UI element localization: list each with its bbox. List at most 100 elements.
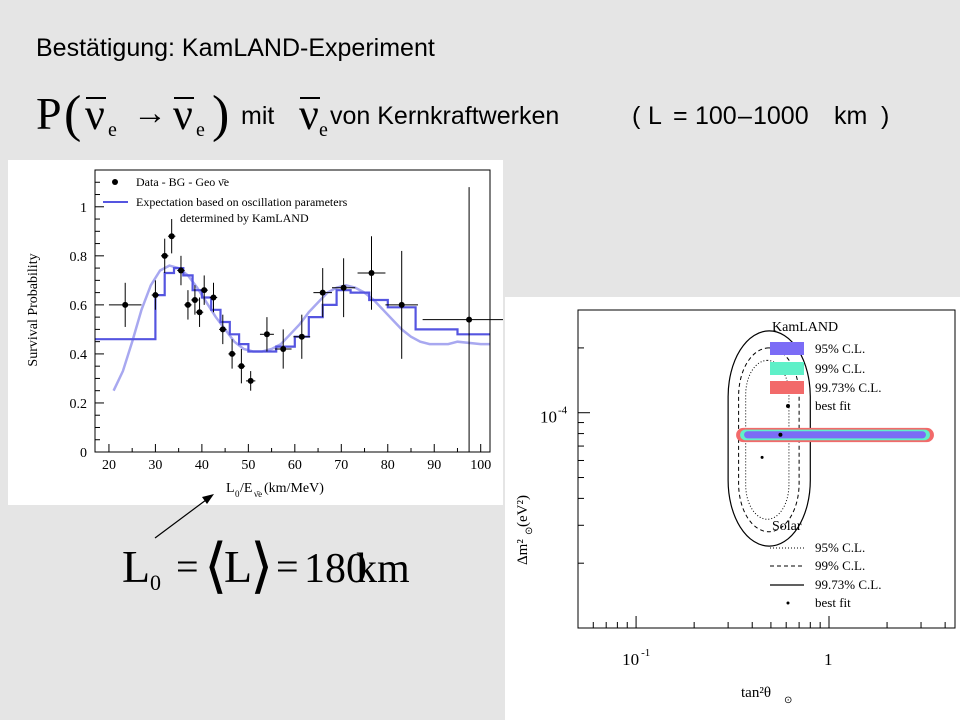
chart1-xlabel-mid: /E (240, 481, 252, 496)
chart1-xtick-label: 50 (241, 458, 255, 473)
chart1-ytick-label: 0.2 (70, 397, 88, 412)
chart1-ytick-label: 0 (80, 446, 87, 461)
formula-paren-open: ( (64, 86, 81, 143)
l0-eq2: = (276, 544, 299, 589)
chart1-data-point (167, 219, 176, 254)
chart1-point-marker (210, 294, 217, 301)
chart2-frame (577, 309, 956, 629)
chart1-data-point (195, 297, 204, 327)
chart1-ytick-label: 0.4 (70, 348, 88, 363)
chart1-data-point (191, 285, 199, 315)
chart2-legend-solar-95: 95% C.L. (815, 540, 865, 555)
chart1-point-marker (177, 267, 184, 274)
chart2-ytick-label-exp: -4 (558, 405, 568, 417)
chart1-xtick-label: 90 (427, 458, 441, 473)
chart2-legend-solar-99: 99% C.L. (815, 558, 865, 573)
l0-unit: km (356, 546, 410, 592)
formula-range-b: 1000 (753, 102, 809, 130)
chart1-data-point (274, 329, 292, 369)
chart1-point-marker (201, 287, 208, 294)
chart2-kamland-band-95 (744, 431, 926, 439)
chart1-point-marker (196, 309, 203, 316)
chart2-xtick-label: 1 (824, 650, 833, 669)
formula-unit: km (834, 102, 867, 130)
l0-langle: ⟨ (204, 533, 227, 599)
chart1-point-marker (247, 377, 254, 384)
chart2-legend-kamland-9973: 99.73% C.L. (815, 380, 881, 395)
chart2-legend-kamland-99: 99% C.L. (815, 361, 865, 376)
formula-range-a: 100 (695, 102, 737, 130)
formula-L: L (648, 102, 662, 130)
chart2-legend-kamland-title: KamLAND (772, 320, 838, 335)
formula-nu-3: ν (299, 90, 319, 139)
formula-paren-2-open: ( (632, 102, 641, 130)
l0-formula: L 0 = ⟨ L ⟩ = 180 km (122, 533, 410, 599)
chart1-xlabel-sub: 0 (235, 489, 240, 499)
survival-probability-chart: 20 30 40 50 60 70 80 90 100 0 0.2 0.4 0.6 0.8 1 Surviv… (8, 160, 503, 505)
formula-paren-close: ) (212, 86, 229, 143)
chart2-xtick-label: 10 (622, 650, 639, 669)
chart1-data-point (259, 317, 274, 352)
chart1-xtick-label: 30 (148, 458, 162, 473)
chart2-solar-bestfit (760, 455, 764, 459)
chart1-data-point (151, 280, 160, 310)
formula-P: P (36, 88, 62, 139)
chart1-point-marker (398, 301, 405, 308)
chart1-data-point (246, 371, 256, 391)
chart1-point-marker (219, 326, 226, 333)
chart2-legend-kamland-swatch-9973 (770, 381, 804, 394)
chart1-legend-expect-1: Expectation based on oscillation paramet… (136, 195, 348, 209)
formula-von-text: von Kernkraftwerken (330, 102, 559, 130)
chart1-xtick-label: 80 (381, 458, 395, 473)
chart1-data-point (422, 187, 503, 452)
chart1-legend-expect-2: determined by KamLAND (180, 211, 309, 225)
formula-sub-e-3: e (319, 119, 328, 141)
chart2-legend-kamland-swatch-95 (770, 342, 804, 355)
chart2-legend-kamland-95: 95% C.L. (815, 341, 865, 356)
formula-line: P ( ν e → ν e ) mit ν e von Kernkraftwer… (36, 86, 889, 143)
chart1-data-point (184, 290, 192, 320)
chart1-point-marker (191, 296, 198, 303)
formula-range-dash: – (738, 102, 752, 130)
l0-L: L (122, 541, 150, 592)
l0-L-mid: L (224, 541, 252, 592)
chart2-legend-kamland-bestfit: best fit (815, 398, 851, 413)
chart2-legend-solar-title: Solar (772, 519, 802, 534)
chart2-xtick-label-exp: -1 (641, 647, 650, 659)
chart1-point-marker (229, 350, 236, 357)
chart2-legend-solar-9973: 99.73% C.L. (815, 577, 881, 592)
chart1-step-line (95, 267, 490, 353)
chart1-xtick-label: 20 (102, 458, 116, 473)
formula-sub-e-1: e (108, 119, 117, 141)
chart1-data-point (332, 258, 356, 318)
chart1-point-marker (280, 346, 287, 353)
chart1-point-marker (184, 301, 191, 308)
chart1-point-marker (466, 316, 473, 323)
chart2-xlabel: tan²θ (741, 685, 771, 701)
chart1-xtick-label: 100 (470, 458, 491, 473)
chart1-point-marker (340, 284, 347, 291)
chart1-xlabel-unit: (km/MeV) (264, 481, 324, 496)
chart1-point-marker (152, 292, 159, 299)
chart1-xtick-label: 60 (288, 458, 302, 473)
formula-eq: = (673, 102, 688, 130)
chart2-kamland-bestfit (778, 432, 783, 437)
chart1-legend-data: Data - BG - Geo ν̄e (136, 175, 229, 189)
chart1-xlabel-sub2: ν̄e (254, 489, 262, 499)
chart1-background (8, 160, 503, 505)
formula-mit: mit (241, 102, 274, 130)
chart2-solar-contour-95 (745, 359, 790, 520)
formula-paren-2-close: ) (881, 102, 889, 130)
chart1-point-marker (168, 233, 175, 240)
chart2-xlabel-sub: ⊙ (784, 695, 792, 706)
chart1-ylabel: Survival Probability (26, 253, 41, 366)
chart1-frame (94, 169, 491, 453)
chart1-data-point (209, 282, 218, 313)
chart1-smooth-curve (112, 264, 490, 392)
chart2-ylabel-sub: ⊙ (524, 527, 535, 535)
chart1-data-point (385, 250, 418, 359)
chart1-data-point (219, 314, 227, 345)
chart1-point-marker (238, 363, 245, 370)
chart2-legend-solar-bestfit: best fit (815, 595, 851, 610)
chart1-point-marker (263, 331, 270, 338)
